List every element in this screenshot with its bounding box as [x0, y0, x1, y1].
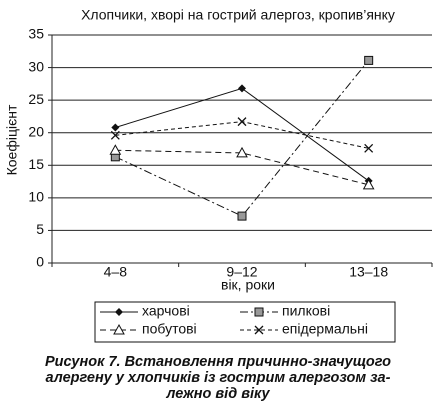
- chart-title: Хлопчики, хворі на гострий алергоз, кроп…: [81, 7, 395, 23]
- point: [237, 211, 247, 221]
- legend-marker: [113, 323, 125, 335]
- y-tick-label: 10: [28, 189, 44, 205]
- point: [238, 84, 246, 93]
- y-tick-label: 25: [28, 91, 44, 107]
- legend-marker: [254, 307, 264, 317]
- legend-label: побутові: [142, 321, 197, 337]
- caption-line: алергену у хлопчиків із гострим алергозо…: [46, 370, 391, 386]
- point: [111, 123, 120, 132]
- y-tick-label: 20: [28, 123, 44, 139]
- series-line: [115, 149, 369, 186]
- point: [110, 130, 120, 140]
- point: [364, 143, 374, 153]
- point: [109, 144, 122, 155]
- y-tick-label: 30: [28, 58, 44, 74]
- legend-box: [94, 301, 396, 343]
- caption-line: Рисунок 7. Встановлення причинно-значущо…: [45, 354, 391, 370]
- series-line: [115, 121, 369, 149]
- legend-label: епідермальні: [282, 321, 368, 337]
- legend-label: харчові: [142, 303, 190, 319]
- point: [236, 146, 248, 158]
- y-axis-label: Коефіцієнт: [4, 104, 20, 175]
- y-tick-label: 0: [36, 254, 44, 270]
- x-axis-label: вік, роки: [221, 277, 275, 293]
- series-line: [115, 60, 370, 217]
- caption-line: лежно від віку: [165, 386, 270, 402]
- x-tick-label: 13–18: [349, 264, 388, 280]
- legend-marker: [115, 308, 123, 316]
- point: [364, 55, 374, 65]
- series-line: [115, 87, 369, 182]
- point: [362, 178, 375, 190]
- y-tick-label: 5: [36, 221, 44, 237]
- y-tick-label: 15: [28, 156, 44, 172]
- legend-label: пилкові: [282, 303, 330, 319]
- y-tick-label: 35: [28, 26, 44, 42]
- x-tick-label: 9–12: [226, 264, 257, 280]
- legend-marker: [254, 325, 264, 335]
- point: [237, 117, 247, 127]
- x-tick-label: 4–8: [104, 264, 128, 280]
